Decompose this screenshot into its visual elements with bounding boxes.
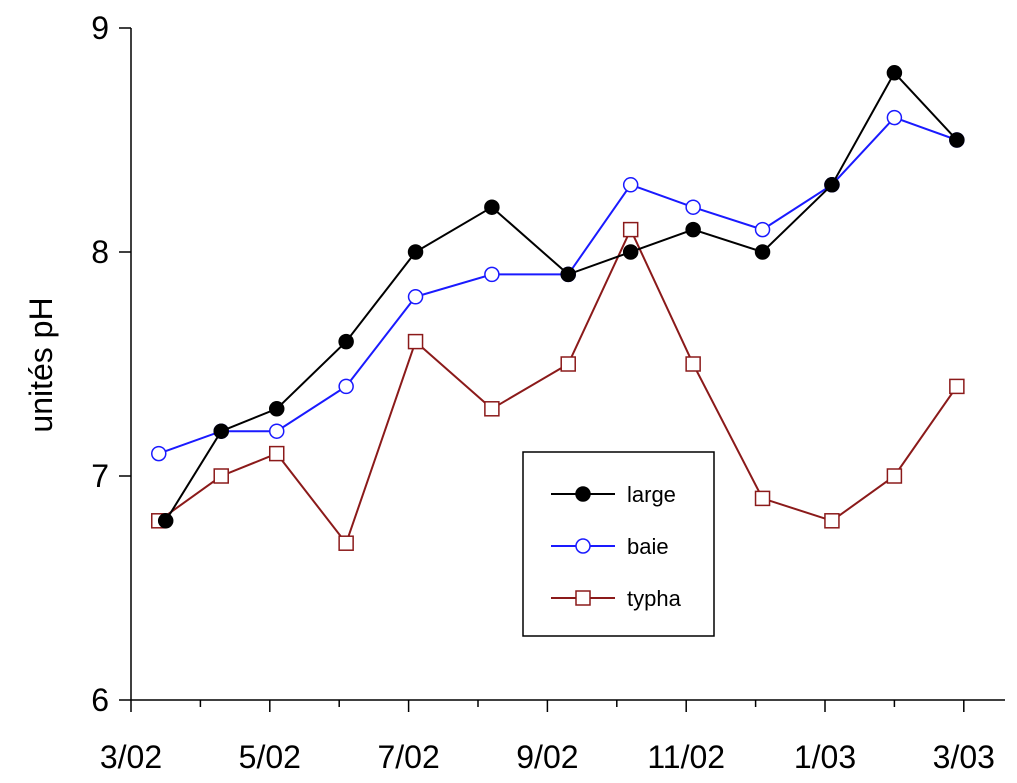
- y-axis-title: unités pH: [23, 297, 59, 432]
- data-point-typha: [484, 401, 500, 417]
- data-point-baie: [151, 445, 167, 462]
- data-point-baie: [484, 266, 500, 283]
- x-axis-ticks: 3/02 5/02 7/02 9/02 11/02 1/03 3/03: [100, 700, 995, 775]
- x-tick-label: 11/02: [647, 739, 725, 775]
- data-point-large: [824, 177, 840, 193]
- data-point-typha: [407, 333, 424, 350]
- data-point-typha: [338, 535, 354, 551]
- data-point-large: [407, 244, 424, 260]
- data-point-typha: [824, 513, 840, 529]
- series-typha: [151, 221, 965, 551]
- x-tick-label: 7/02: [377, 739, 439, 775]
- legend-label: large: [627, 482, 676, 507]
- y-tick-label: 8: [91, 234, 109, 270]
- x-tick-label: 3/03: [933, 739, 995, 775]
- data-point-baie: [754, 221, 771, 238]
- legend-item-baie: baie: [551, 534, 669, 559]
- legend-item-typha: typha: [551, 586, 682, 611]
- x-tick-label: 3/02: [100, 739, 162, 775]
- legend-swatch-marker: [575, 486, 591, 502]
- x-tick-label: 1/03: [794, 739, 856, 775]
- legend-box: [522, 451, 715, 637]
- data-point-large: [754, 244, 771, 260]
- legend-swatch-marker: [575, 538, 591, 554]
- data-point-large: [886, 65, 903, 81]
- data-point-large: [213, 423, 229, 439]
- data-point-baie: [338, 378, 354, 395]
- series-large: [157, 65, 965, 529]
- x-tick-label: 5/02: [239, 739, 301, 775]
- legend-swatch-marker: [575, 590, 591, 606]
- series-layer: [151, 65, 965, 551]
- data-point-typha: [622, 221, 639, 238]
- data-point-baie: [622, 177, 639, 193]
- data-point-baie: [268, 423, 285, 439]
- data-point-typha: [268, 445, 285, 462]
- y-tick-label: 7: [91, 458, 109, 494]
- data-point-large: [157, 513, 174, 529]
- axes: [130, 28, 1005, 701]
- data-point-large: [268, 401, 285, 417]
- data-point-large: [622, 244, 639, 260]
- data-point-baie: [886, 109, 903, 126]
- legend: large baie typha: [522, 451, 715, 637]
- data-point-baie: [407, 289, 424, 305]
- y-tick-label: 9: [91, 10, 109, 46]
- x-tick-label: 9/02: [516, 739, 578, 775]
- data-point-large: [560, 266, 576, 283]
- data-point-large: [949, 132, 965, 148]
- data-point-typha: [754, 490, 771, 507]
- data-point-typha: [886, 468, 903, 484]
- legend-label: baie: [627, 534, 669, 559]
- data-point-typha: [685, 356, 701, 372]
- data-point-baie: [685, 199, 701, 215]
- legend-item-large: large: [551, 482, 676, 507]
- data-point-typha: [560, 356, 576, 372]
- data-point-typha: [949, 378, 965, 395]
- y-tick-label: 6: [91, 682, 109, 718]
- data-point-typha: [213, 468, 229, 484]
- data-point-large: [685, 221, 701, 238]
- y-axis-ticks: 6 7 8 9: [91, 10, 131, 718]
- data-point-large: [484, 199, 500, 215]
- legend-label: typha: [627, 586, 682, 611]
- data-point-large: [338, 333, 354, 350]
